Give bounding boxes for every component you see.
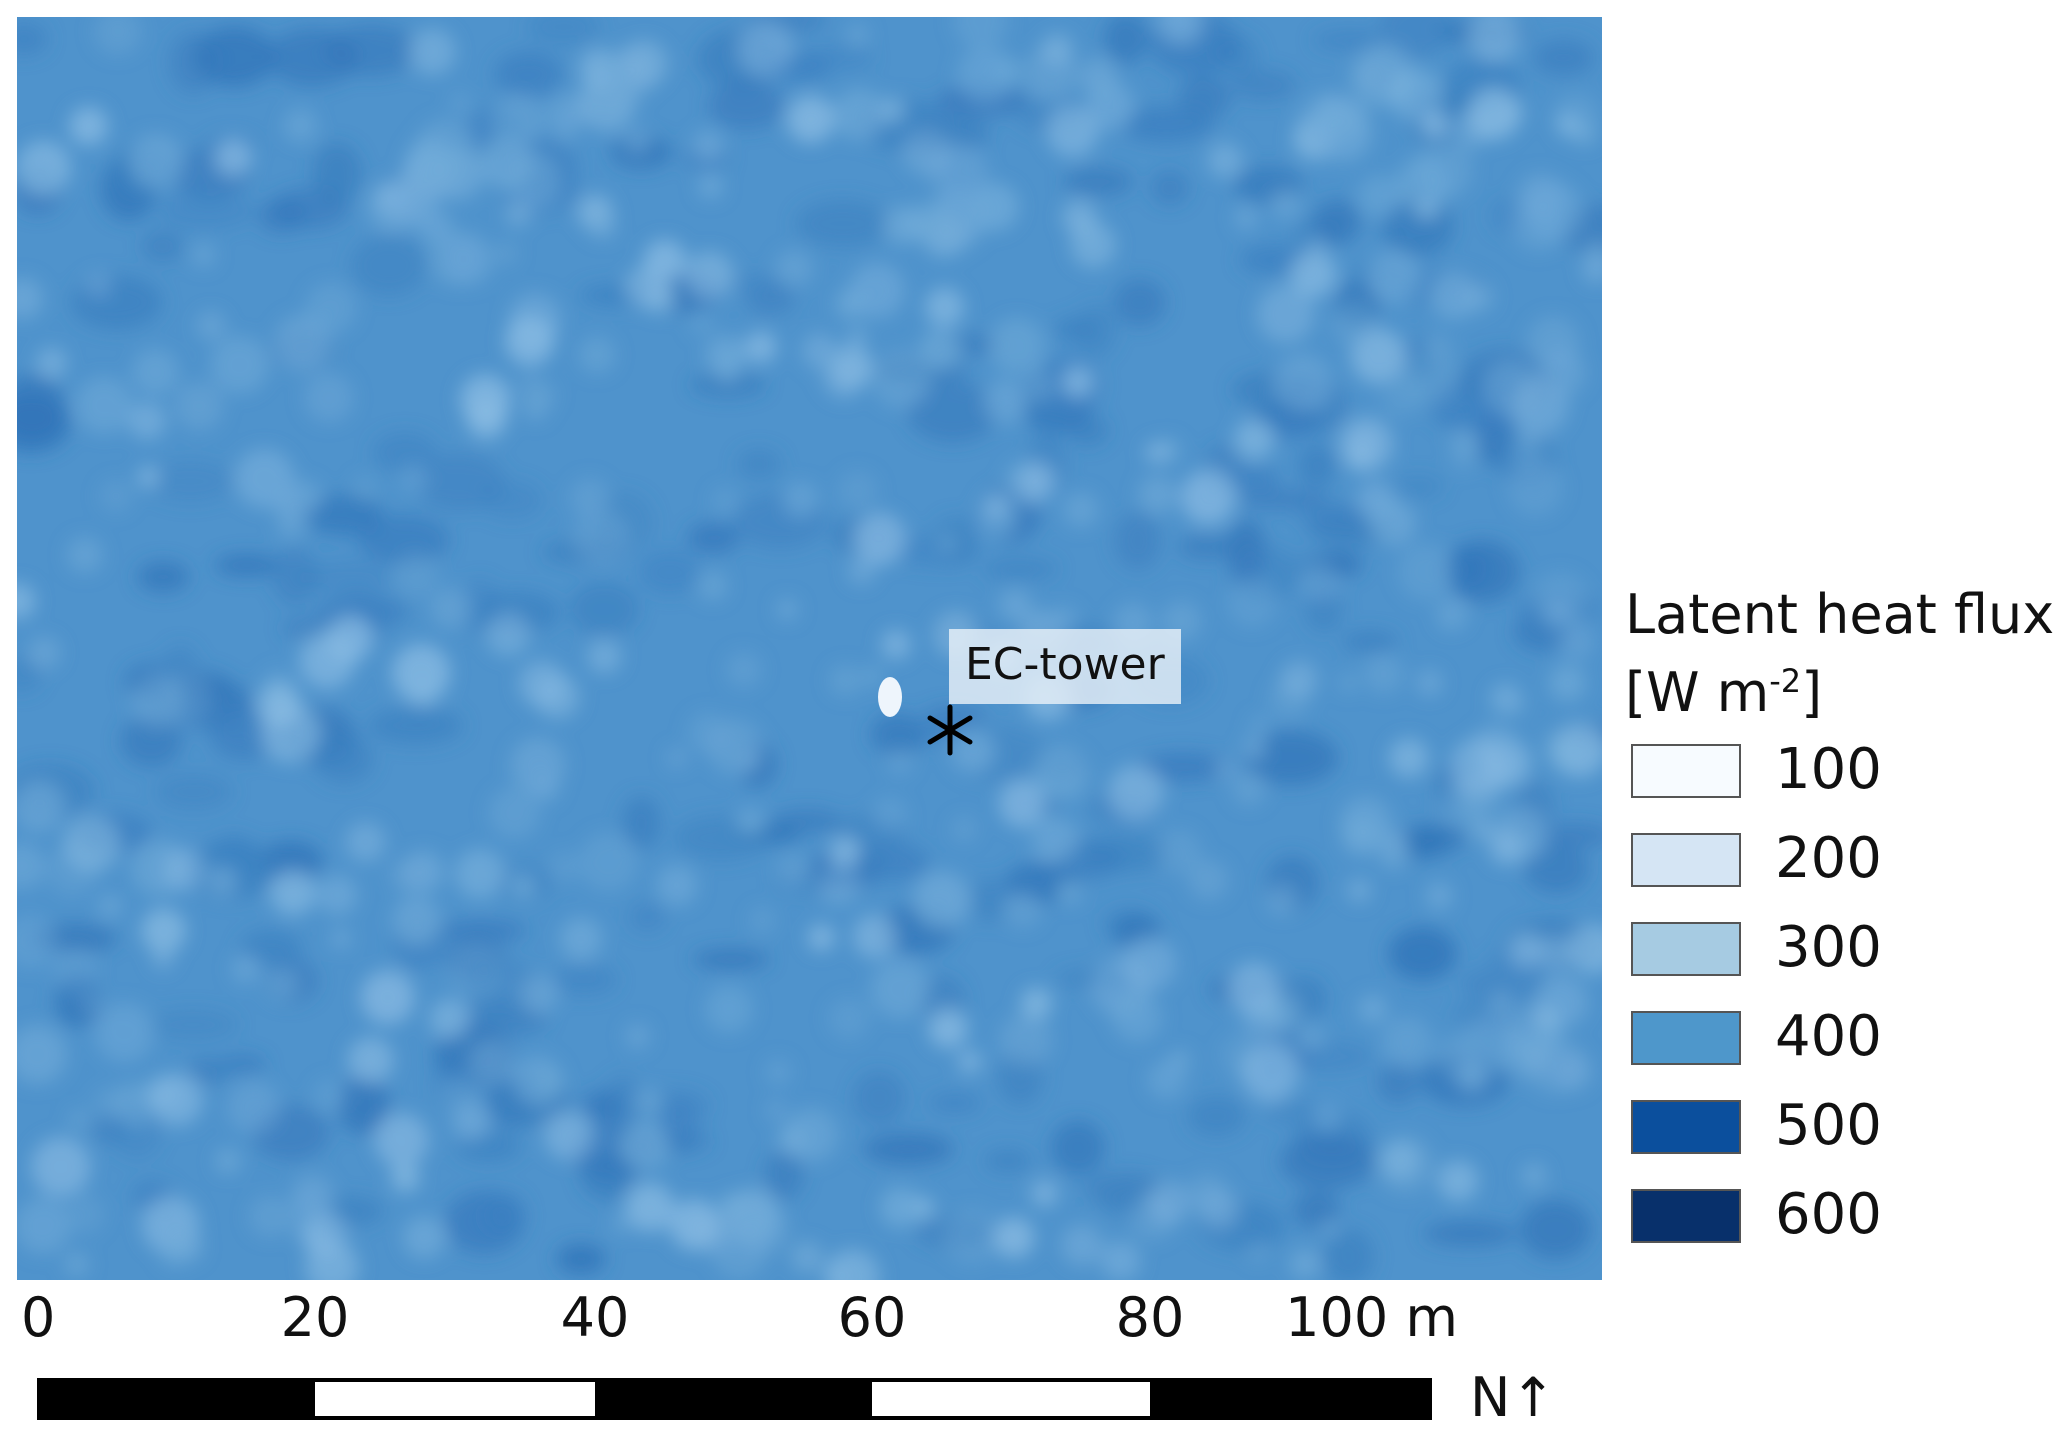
legend-swatch: [1631, 833, 1741, 887]
scale-tick-label: 100 m: [1285, 1286, 1458, 1349]
legend: Latent heat flux [W m-2] 100 200 300 400 500…: [1625, 582, 2055, 1245]
scale-tick-label: 80: [1115, 1286, 1185, 1349]
legend-value: 200: [1775, 826, 1882, 891]
flux-raster: [17, 17, 1602, 1280]
legend-swatch: [1631, 922, 1741, 976]
ec-tower-label: EC-tower: [949, 629, 1181, 704]
scale-tick-label: 60: [837, 1286, 907, 1349]
raster-texture: [17, 17, 1602, 1280]
scale-segment: [315, 1382, 595, 1416]
legend-value: 500: [1775, 1093, 1882, 1158]
legend-title: Latent heat flux [W m-2]: [1625, 582, 2055, 726]
legend-title-quantity: Latent heat flux: [1625, 583, 2055, 646]
scale-segment: [595, 1382, 872, 1416]
legend-swatch: [1631, 1011, 1741, 1065]
legend-swatch: [1631, 1100, 1741, 1154]
latent-heat-flux-map: EC-tower: [17, 17, 1602, 1280]
bright-spot: [878, 677, 902, 717]
scale-tick-label: 40: [560, 1286, 630, 1349]
legend-title-unit: [W m-2]: [1625, 661, 1823, 724]
legend-value: 300: [1775, 915, 1882, 980]
legend-value: 100: [1775, 737, 1882, 802]
legend-swatch: [1631, 1189, 1741, 1243]
scale-segment: [872, 1382, 1150, 1416]
scale-segment: [1150, 1382, 1428, 1416]
scale-bar: [37, 1378, 1432, 1420]
legend-value: 600: [1775, 1182, 1882, 1247]
scale-segment: [41, 1382, 315, 1416]
scale-tick-label: 20: [280, 1286, 350, 1349]
north-arrow-label: N↑: [1470, 1366, 1556, 1429]
legend-swatch: [1631, 744, 1741, 798]
asterisk-icon: [927, 704, 973, 756]
legend-value: 400: [1775, 1004, 1882, 1069]
scale-tick-label: 0: [21, 1286, 56, 1349]
